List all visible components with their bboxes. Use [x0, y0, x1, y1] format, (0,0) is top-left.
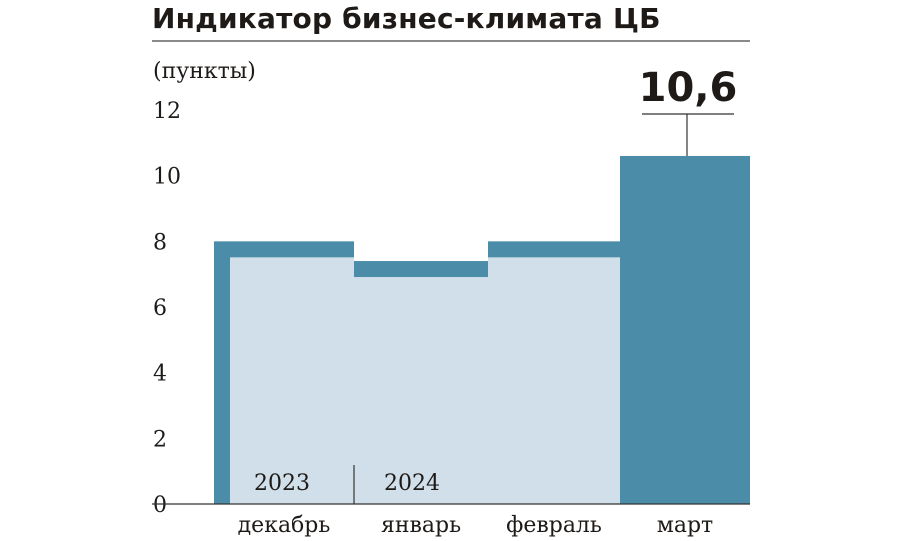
callout-value-label: 10,6 [639, 65, 738, 111]
y-tick-label: 10 [153, 165, 181, 190]
y-tick-label: 4 [153, 362, 167, 387]
x-tick-labels: декабрь январь февраль март [238, 513, 714, 538]
y-tick-label: 0 [153, 493, 167, 518]
value-callout: 10,6 [639, 65, 738, 156]
bars [214, 155, 750, 505]
x-tick-label: февраль [506, 513, 602, 538]
y-tick-label: 6 [153, 296, 167, 321]
chart-title: Индикатор бизнес-климата ЦБ [152, 2, 661, 35]
year-label-2024: 2024 [384, 471, 440, 496]
bar-март [620, 155, 750, 504]
y-tick-labels: 0 2 4 6 8 10 12 [153, 99, 181, 518]
y-axis-unit-label: (пункты) [153, 59, 256, 84]
bar-join [487, 277, 489, 504]
x-tick-label: декабрь [238, 513, 331, 538]
x-tick-label: март [657, 513, 713, 538]
x-tick-label: январь [381, 513, 461, 538]
year-label-2023: 2023 [254, 471, 310, 496]
bar-январь [354, 277, 488, 504]
y-tick-label: 12 [153, 99, 181, 124]
bar-декабрь [230, 257, 354, 504]
bar-join [353, 277, 355, 504]
y-tick-label: 8 [153, 230, 167, 255]
bar-февраль [488, 257, 620, 504]
y-tick-label: 2 [153, 427, 167, 452]
